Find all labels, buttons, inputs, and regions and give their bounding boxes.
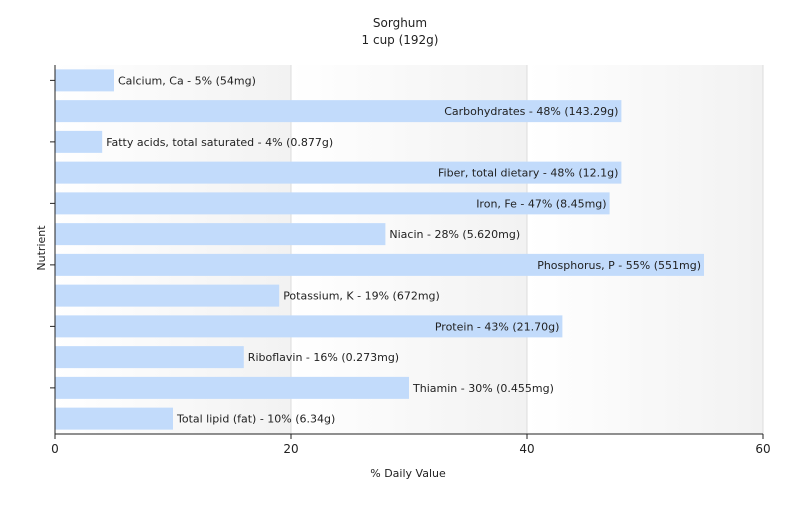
plot-band bbox=[55, 65, 291, 434]
bar bbox=[55, 192, 610, 215]
axes: 0 20 40 60 bbox=[50, 65, 771, 456]
plot-band bbox=[527, 65, 763, 434]
bar-data-label: Phosphorus, P - 55% (551mg) bbox=[537, 259, 701, 272]
bar bbox=[55, 69, 114, 92]
bar-data-label: Fatty acids, total saturated - 4% (0.877… bbox=[106, 136, 333, 149]
x-tick-label: 20 bbox=[283, 442, 298, 456]
bar-labels: Calcium, Ca - 5% (54mg) Carbohydrates - 4… bbox=[106, 74, 701, 425]
bar-data-label: Potassium, K - 19% (672mg) bbox=[283, 290, 440, 303]
bar bbox=[55, 315, 563, 338]
bar bbox=[55, 161, 622, 184]
bar bbox=[55, 223, 386, 246]
bar-data-label: Niacin - 28% (5.620mg) bbox=[389, 228, 520, 241]
bar-data-label: Thiamin - 30% (0.455mg) bbox=[412, 382, 554, 395]
bar-data-label: Carbohydrates - 48% (143.29g) bbox=[444, 105, 618, 118]
bar bbox=[55, 346, 244, 369]
bar-data-label: Fiber, total dietary - 48% (12.1g) bbox=[438, 167, 618, 180]
bar bbox=[55, 407, 173, 430]
gridlines bbox=[290, 65, 764, 434]
bar-data-label: Protein - 43% (21.70g) bbox=[435, 320, 560, 333]
chart-title: Sorghum bbox=[373, 16, 427, 30]
plot-band bbox=[291, 65, 527, 434]
bar-data-label: Iron, Fe - 47% (8.45mg) bbox=[476, 197, 606, 210]
x-axis-title: % Daily Value bbox=[370, 467, 446, 480]
chart-subtitle: 1 cup (192g) bbox=[362, 33, 439, 47]
bar-data-label: Total lipid (fat) - 10% (6.34g) bbox=[176, 413, 335, 426]
bar-data-label: Riboflavin - 16% (0.273mg) bbox=[248, 351, 399, 364]
bar-data-label: Calcium, Ca - 5% (54mg) bbox=[118, 74, 256, 87]
bar bbox=[55, 130, 103, 153]
plot-area bbox=[55, 65, 763, 434]
x-tick-label: 60 bbox=[755, 442, 770, 456]
x-tick-label: 0 bbox=[51, 442, 59, 456]
y-axis-title: Nutrient bbox=[35, 225, 48, 271]
bars bbox=[55, 69, 704, 430]
bar bbox=[55, 253, 704, 276]
bar bbox=[55, 100, 622, 123]
bar bbox=[55, 284, 280, 307]
x-tick-label: 40 bbox=[519, 442, 534, 456]
bar bbox=[55, 376, 409, 399]
